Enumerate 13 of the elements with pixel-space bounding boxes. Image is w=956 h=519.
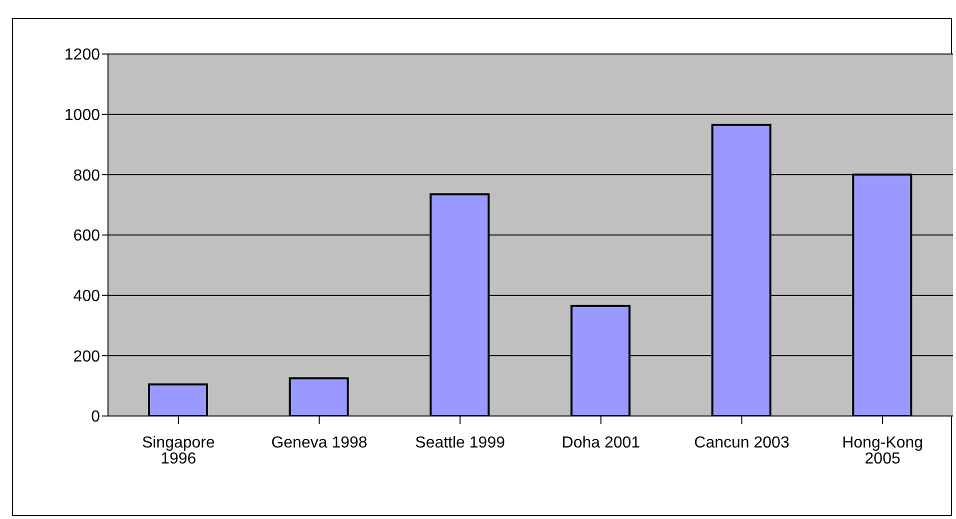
x-tick-label: Doha 2001: [562, 434, 640, 452]
y-tick-label: 600: [73, 228, 100, 245]
y-tick-label: 0: [91, 408, 100, 426]
y-tick-label: 1200: [64, 46, 100, 64]
y-tick-label: 800: [73, 167, 100, 184]
x-tick-label: Cancun 2003: [694, 434, 790, 452]
x-tick-label: Hong-Kong 2005: [842, 434, 924, 468]
y-tick-label: 400: [73, 288, 100, 306]
y-tick-label: 1000: [64, 107, 100, 124]
x-tick-label: Singapore 1996: [142, 434, 215, 468]
x-tick-label: Seattle 1999: [415, 434, 506, 452]
y-tick-label: 200: [73, 348, 100, 366]
x-tick-label: Geneva 1998: [271, 434, 368, 452]
